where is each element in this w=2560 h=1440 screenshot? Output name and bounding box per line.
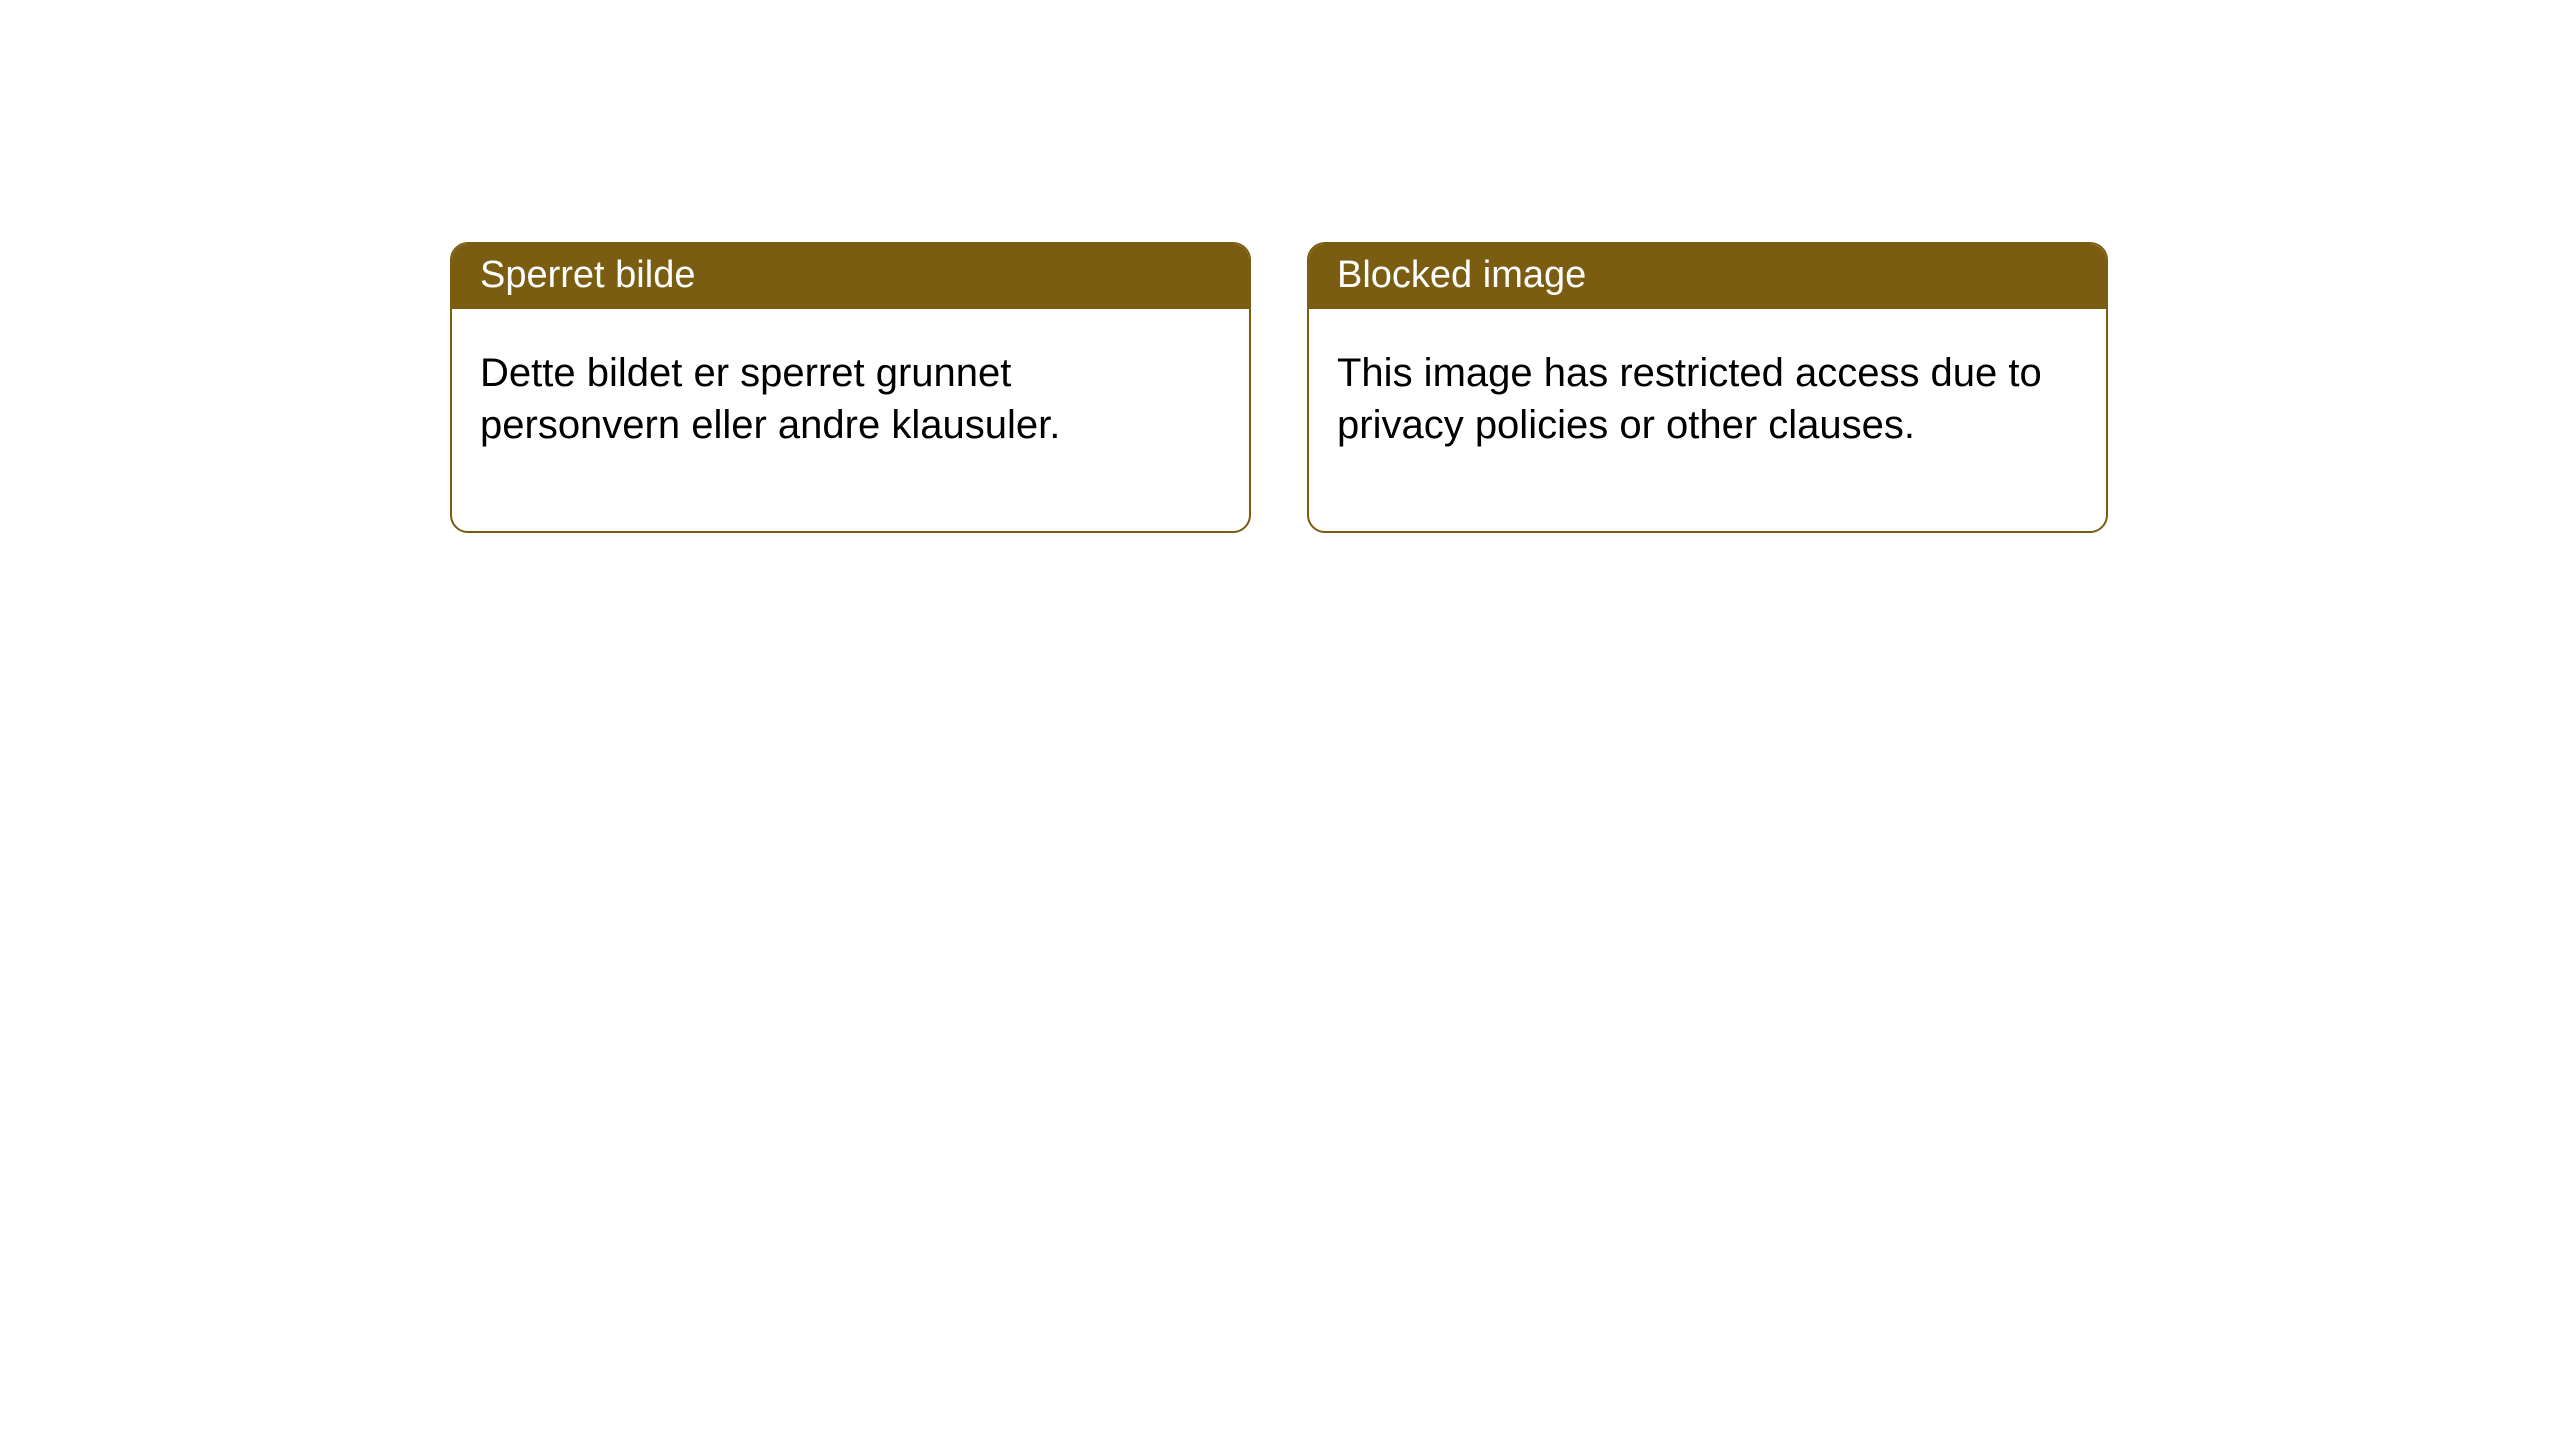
card-body-text: Dette bildet er sperret grunnet personve… (480, 351, 1060, 447)
card-body-text: This image has restricted access due to … (1337, 351, 2042, 447)
notice-cards-container: Sperret bilde Dette bildet er sperret gr… (0, 0, 2560, 533)
card-title: Sperret bilde (480, 254, 695, 296)
card-title: Blocked image (1337, 254, 1586, 296)
blocked-image-card-norwegian: Sperret bilde Dette bildet er sperret gr… (450, 242, 1251, 533)
card-body: Dette bildet er sperret grunnet personve… (452, 309, 1249, 531)
card-header: Blocked image (1309, 244, 2106, 309)
card-body: This image has restricted access due to … (1309, 309, 2106, 531)
blocked-image-card-english: Blocked image This image has restricted … (1307, 242, 2108, 533)
card-header: Sperret bilde (452, 244, 1249, 309)
